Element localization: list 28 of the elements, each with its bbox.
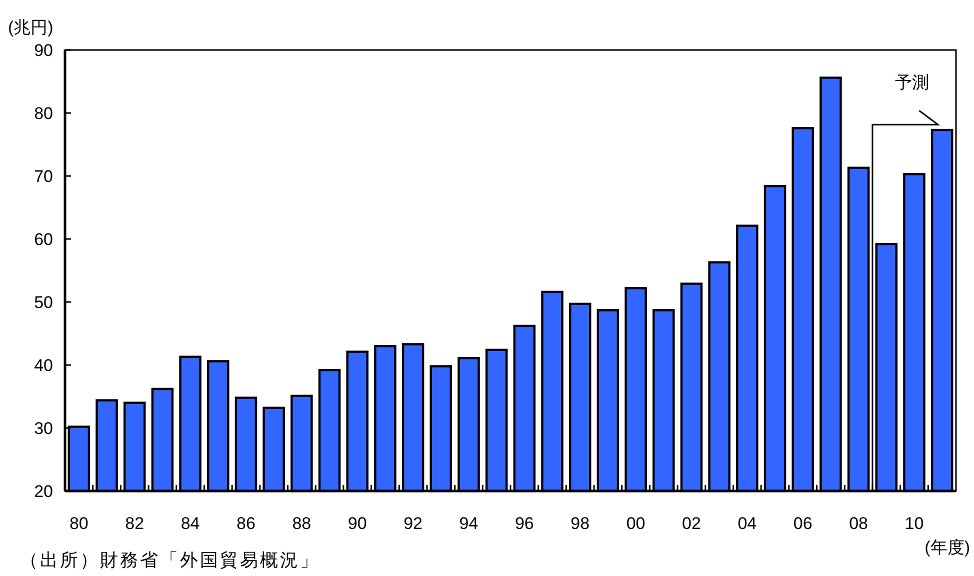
x-tick-label: 92	[404, 514, 423, 533]
x-tick-label: 98	[570, 514, 590, 533]
y-tick-label: 70	[34, 167, 53, 186]
y-tick-label: 50	[34, 293, 53, 312]
x-tick-label: 96	[514, 514, 534, 533]
annotation: 予測	[895, 73, 930, 92]
y-tick-label: 40	[34, 356, 53, 375]
x-tick-label: 90	[348, 514, 367, 533]
x-tick-label: 86	[236, 514, 256, 533]
x-tick-label: 94	[459, 514, 478, 533]
x-axis-title: (年度)	[924, 538, 970, 557]
y-tick-label: 90	[34, 41, 53, 60]
x-tick-label: 00	[626, 514, 646, 533]
x-tick-label: 02	[682, 514, 701, 533]
y-tick-label: 80	[34, 104, 53, 123]
x-tick-label: 08	[849, 514, 868, 533]
x-tick-label: 88	[292, 514, 312, 533]
y-tick-label: 60	[34, 230, 53, 249]
x-tick-label: 82	[125, 514, 144, 533]
text: （出所）財務省「外国貿易概況」	[20, 550, 320, 570]
x-tick-label: 84	[180, 514, 200, 533]
y-tick-label: 30	[34, 419, 53, 438]
x-tick-label: 10	[904, 514, 924, 533]
y-tick-label: 20	[34, 482, 53, 501]
x-tick-label: 06	[793, 514, 812, 533]
y-axis-title: (兆円)	[8, 18, 54, 37]
x-tick-label: 04	[738, 514, 757, 533]
x-tick-label: 80	[69, 514, 88, 533]
